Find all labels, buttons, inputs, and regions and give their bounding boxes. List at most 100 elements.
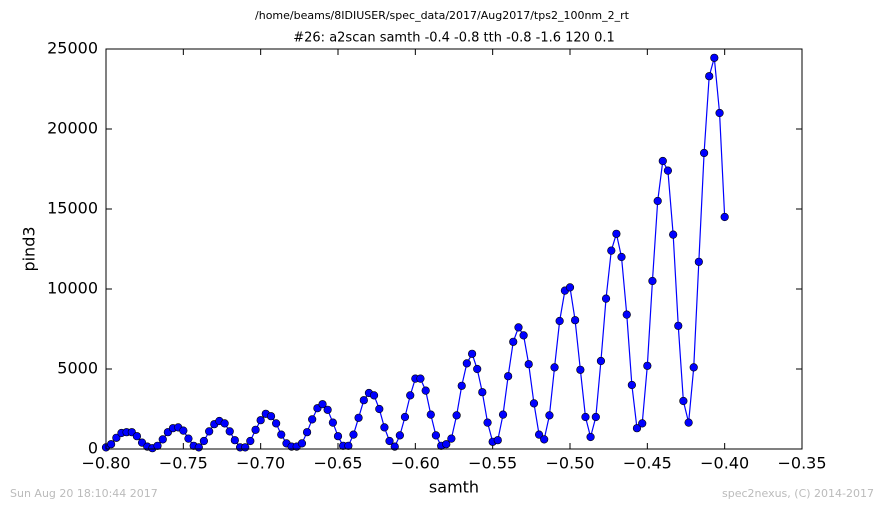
data-point <box>679 396 688 406</box>
data-point <box>658 156 667 166</box>
data-point <box>663 166 673 175</box>
data-point <box>648 276 657 286</box>
data-point <box>400 412 410 422</box>
data-point <box>184 434 193 443</box>
data-point <box>478 388 487 397</box>
data-point <box>617 252 626 262</box>
data-point <box>576 365 585 374</box>
data-point <box>524 360 533 369</box>
x-tick-label: −0.80 <box>81 454 130 473</box>
data-point <box>416 374 425 383</box>
data-point <box>153 441 162 450</box>
data-point <box>519 331 528 340</box>
y-tick-label: 0 <box>88 439 98 458</box>
chart-title: #26: a2scan samth -0.4 -0.8 tth -0.8 -1.… <box>293 31 615 46</box>
data-point <box>442 440 451 449</box>
data-point <box>674 321 683 330</box>
data-point <box>586 432 595 442</box>
data-point <box>627 380 636 390</box>
data-point <box>179 426 188 435</box>
y-tick-label: 5000 <box>57 359 98 378</box>
data-point <box>493 436 502 445</box>
data-point <box>230 436 239 445</box>
x-tick-label: −0.65 <box>313 454 362 473</box>
y-axis-label: pind3 <box>20 226 39 271</box>
data-point <box>545 411 554 420</box>
data-point <box>607 246 616 255</box>
data-point <box>380 423 389 432</box>
data-point <box>514 323 523 332</box>
data-point <box>612 229 621 238</box>
footer-credit: spec2nexus, (C) 2014-2017 <box>722 487 874 500</box>
data-point <box>622 310 631 319</box>
data-point <box>369 391 379 400</box>
data-point <box>344 441 353 450</box>
x-tick-label: −0.55 <box>468 454 517 473</box>
data-point <box>246 436 255 446</box>
y-tick-label: 10000 <box>47 279 98 298</box>
data-point <box>694 257 703 266</box>
x-tick-label: −0.45 <box>623 454 672 473</box>
data-point <box>406 391 415 400</box>
data-point <box>421 386 430 395</box>
data-point <box>473 364 482 374</box>
data-point <box>540 435 549 444</box>
x-tick-label: −0.60 <box>391 454 440 473</box>
data-point <box>318 400 327 409</box>
data-point <box>550 363 559 372</box>
data-point <box>601 294 611 303</box>
data-point <box>277 430 286 439</box>
data-point <box>297 439 307 448</box>
data-point <box>158 435 167 444</box>
data-point <box>581 412 590 422</box>
x-axis-label: samth <box>429 478 479 497</box>
x-tick-label: −0.70 <box>236 454 285 473</box>
data-point <box>205 427 214 436</box>
data-point <box>308 415 317 424</box>
data-point <box>571 316 580 325</box>
data-point <box>705 72 714 81</box>
footer-timestamp: Sun Aug 20 18:10:44 2017 <box>10 487 158 500</box>
plot-frame <box>105 48 803 450</box>
data-point <box>431 431 441 440</box>
data-point <box>107 440 116 449</box>
data-point <box>302 428 312 437</box>
data-point <box>467 349 477 358</box>
data-point <box>251 425 260 434</box>
data-point <box>225 427 234 436</box>
data-point <box>266 412 276 421</box>
data-point <box>272 419 281 428</box>
data-point <box>684 418 693 427</box>
data-point <box>715 108 724 118</box>
data-point <box>643 361 652 370</box>
data-point <box>328 418 337 427</box>
data-point <box>452 411 461 420</box>
data-point <box>375 404 384 414</box>
data-point <box>385 436 394 446</box>
data-point <box>555 316 564 326</box>
data-point <box>632 424 642 433</box>
data-point <box>241 443 250 452</box>
y-tick-label: 25000 <box>47 39 98 58</box>
data-point <box>323 405 332 414</box>
x-tick-label: −0.35 <box>777 454 826 473</box>
data-point <box>591 412 600 422</box>
data-point <box>354 413 363 422</box>
data-point <box>199 436 209 446</box>
data-point <box>112 433 121 442</box>
data-point <box>220 419 229 428</box>
data-point <box>529 399 539 408</box>
data-point <box>565 283 575 292</box>
data-point <box>710 53 719 62</box>
data-point <box>638 419 647 428</box>
suptitle: /home/beams/8IDIUSER/spec_data/2017/Aug2… <box>255 9 630 22</box>
data-point <box>653 196 662 206</box>
x-tick-label: −0.50 <box>545 454 594 473</box>
data-point <box>132 432 142 441</box>
data-point <box>349 430 358 439</box>
x-tick-label: −0.40 <box>700 454 749 473</box>
data-point <box>483 418 492 427</box>
data-point <box>447 434 456 443</box>
